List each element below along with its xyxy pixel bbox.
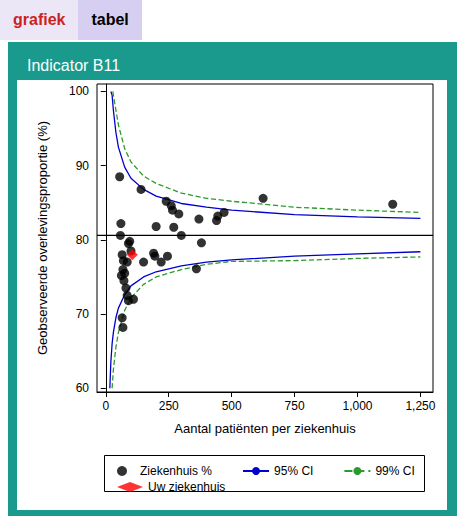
svg-text:Uw ziekenhuis: Uw ziekenhuis bbox=[148, 480, 225, 494]
svg-text:Indicator B11: Indicator B11 bbox=[27, 57, 120, 74]
svg-text:100: 100 bbox=[69, 84, 89, 98]
svg-text:95% CI: 95% CI bbox=[274, 464, 313, 478]
html-text:tabel: tabel bbox=[91, 11, 129, 28]
svg-text:1,250: 1,250 bbox=[405, 399, 435, 413]
svg-text:750: 750 bbox=[285, 399, 305, 413]
svg-text:Ziekenhuis %: Ziekenhuis % bbox=[140, 464, 212, 478]
html-text:grafiek: grafiek bbox=[13, 11, 66, 28]
svg-text:Geobserveerde overlevingspropo: Geobserveerde overlevingsproportie (%) bbox=[35, 121, 50, 355]
svg-text:500: 500 bbox=[222, 399, 242, 413]
svg-text:1,000: 1,000 bbox=[342, 399, 372, 413]
svg-text:0: 0 bbox=[102, 399, 109, 413]
svg-text:Aantal patiënten per ziekenhui: Aantal patiënten per ziekenhuis bbox=[174, 421, 356, 436]
svg-text:99% CI: 99% CI bbox=[375, 464, 414, 478]
svg-text:60: 60 bbox=[76, 381, 90, 395]
svg-text:90: 90 bbox=[76, 159, 90, 173]
svg-text:70: 70 bbox=[76, 307, 90, 321]
svg-text:250: 250 bbox=[159, 399, 179, 413]
svg-text:80: 80 bbox=[76, 233, 90, 247]
